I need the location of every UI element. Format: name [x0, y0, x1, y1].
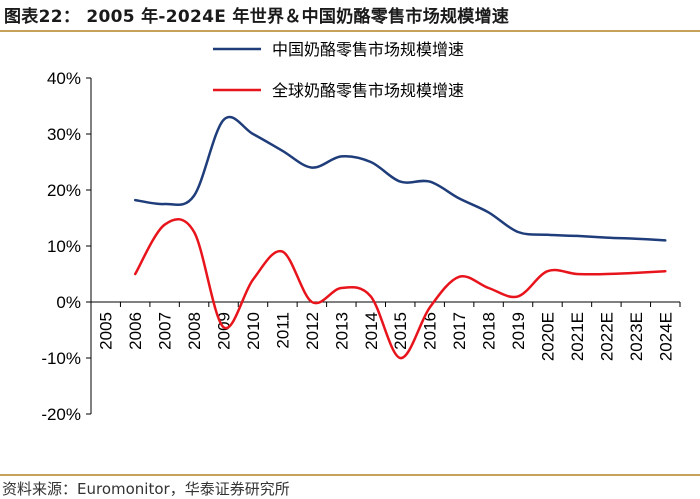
y-tick-label: 20%: [47, 181, 81, 200]
series-line-world: [133, 218, 667, 360]
series-line-china: [133, 115, 667, 242]
y-tick-label: -10%: [41, 349, 81, 368]
x-tick-label: 2016: [421, 312, 440, 350]
x-tick-label: 2007: [156, 312, 175, 350]
source-rule: [0, 474, 700, 476]
figure-title: 图表22： 2005 年-2024E 年世界＆中国奶酪零售市场规模增速: [4, 7, 510, 27]
chart-axes: -20% -10% 0% 10% 20% 30% 40% 2005 2006 2007 2008 20…: [41, 69, 681, 424]
x-tick-label: 2019: [509, 312, 528, 350]
x-tick-label: 2014: [362, 312, 381, 350]
x-tick-label: 2023E: [627, 312, 646, 361]
title-rule: [0, 30, 700, 32]
y-tick-label: 0%: [56, 293, 81, 312]
x-tick-label: 2017: [450, 312, 469, 350]
x-tick-label: 2022E: [597, 312, 616, 361]
source-note: 资料来源：Euromonitor，华泰证券研究所: [2, 480, 290, 498]
legend-label-world: 全球奶酪零售市场规模增速: [272, 81, 464, 100]
x-tick-label: 2010: [244, 312, 263, 350]
x-tick-label: 2005: [97, 312, 116, 350]
y-tick-label: 40%: [47, 69, 81, 88]
x-tick-label: 2020E: [538, 312, 557, 361]
x-tick-label: 2018: [480, 312, 499, 350]
x-tick-label: 2013: [332, 312, 351, 350]
x-tick-label: 2011: [273, 312, 292, 349]
x-tick-label: 2015: [391, 312, 410, 350]
line-chart: -20% -10% 0% 10% 20% 30% 40% 2005 2006 2007 2008 20…: [41, 40, 681, 424]
y-tick-label: 10%: [47, 237, 81, 256]
y-tick-label: -20%: [41, 405, 81, 424]
x-tick-label: 2012: [303, 312, 322, 350]
legend-label-china: 中国奶酪零售市场规模增速: [272, 40, 464, 59]
x-tick-label: 2021E: [568, 312, 587, 361]
y-tick-label: 30%: [47, 125, 81, 144]
series-layer: [133, 115, 667, 360]
x-tick-label: 2006: [126, 312, 145, 350]
x-tick-label: 2024E: [656, 312, 675, 361]
x-tick-label: 2008: [185, 312, 204, 350]
